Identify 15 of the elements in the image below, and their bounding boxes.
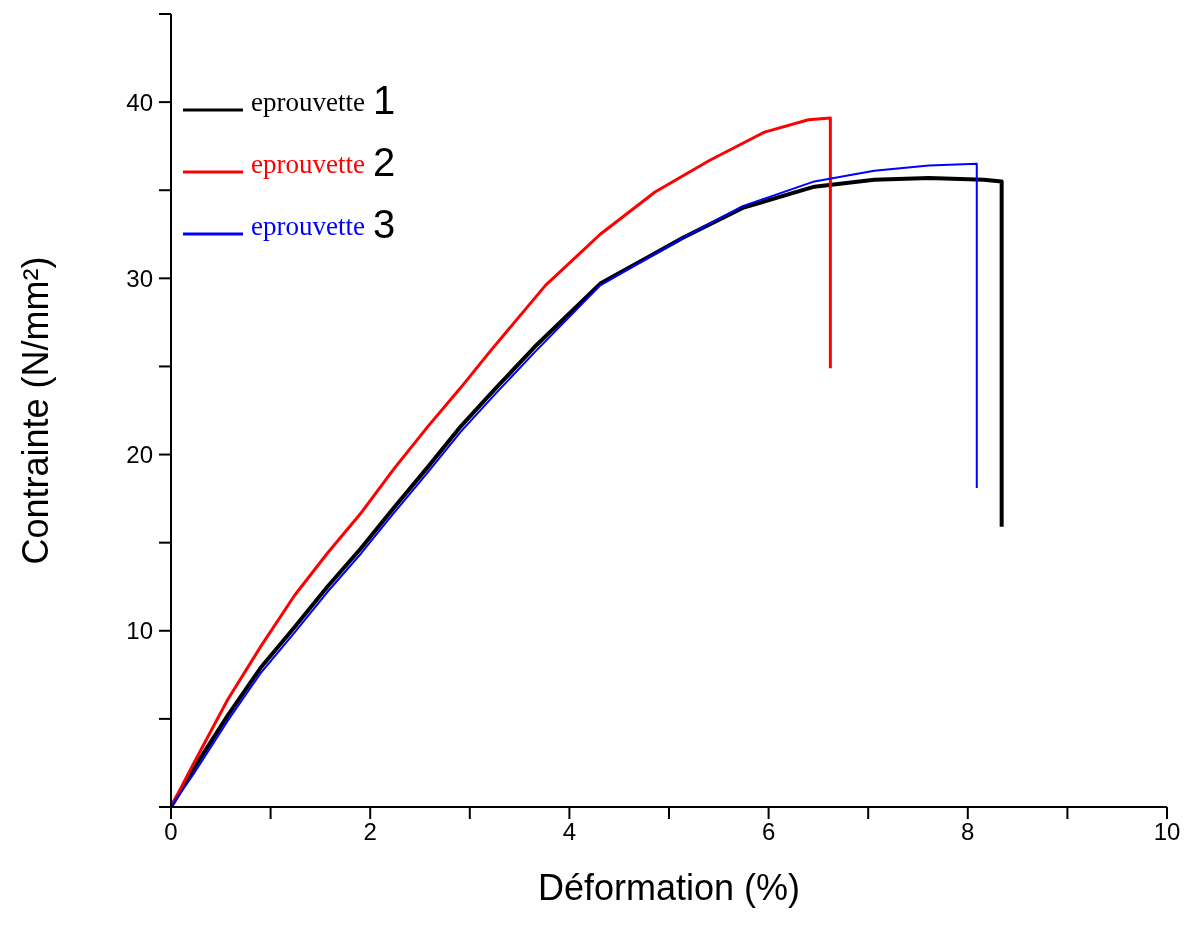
legend-label: eprouvette 2 xyxy=(251,140,396,184)
y-axis-title: Contrainte (N/mm²) xyxy=(14,256,56,565)
y-tick-label: 20 xyxy=(126,441,153,469)
y-tick-label: 10 xyxy=(126,617,153,645)
x-tick-label: 4 xyxy=(562,818,577,846)
y-tick-label: 40 xyxy=(126,88,153,116)
x-tick-label: 8 xyxy=(961,818,975,846)
legend-label: eprouvette 1 xyxy=(251,78,396,122)
x-axis-title: Déformation (%) xyxy=(537,867,801,908)
legend-label: eprouvette 3 xyxy=(251,202,396,246)
y-tick-label: 30 xyxy=(126,264,153,292)
x-tick-label: 2 xyxy=(363,818,377,846)
x-tick-label: 6 xyxy=(761,818,776,846)
x-tick-label: 10 xyxy=(1153,818,1181,846)
x-tick-label: 0 xyxy=(164,818,178,846)
